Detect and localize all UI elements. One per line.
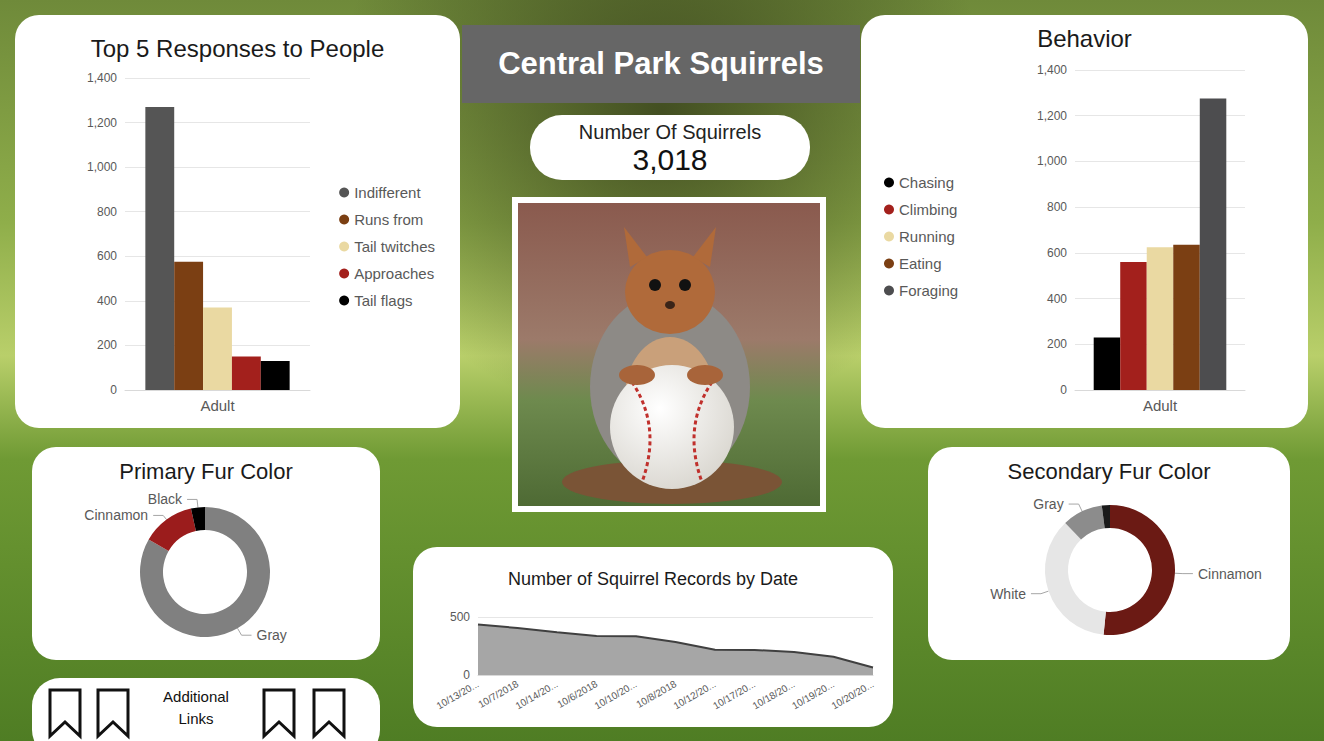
svg-text:10/6/2018: 10/6/2018 bbox=[555, 678, 599, 710]
svg-text:1,000: 1,000 bbox=[87, 160, 117, 174]
svg-text:800: 800 bbox=[97, 205, 117, 219]
svg-text:0: 0 bbox=[463, 668, 470, 682]
svg-text:1,200: 1,200 bbox=[1037, 109, 1067, 123]
svg-text:200: 200 bbox=[97, 338, 117, 352]
svg-text:Primary Fur Color: Primary Fur Color bbox=[119, 459, 293, 484]
svg-text:10/7/2018: 10/7/2018 bbox=[476, 678, 520, 710]
svg-text:Runs from: Runs from bbox=[354, 211, 423, 228]
svg-text:400: 400 bbox=[97, 294, 117, 308]
svg-text:400: 400 bbox=[1047, 292, 1067, 306]
svg-text:White: White bbox=[990, 586, 1026, 602]
svg-text:Top 5 Responses to People: Top 5 Responses to People bbox=[91, 35, 385, 62]
svg-text:1,400: 1,400 bbox=[87, 71, 117, 85]
svg-text:Foraging: Foraging bbox=[899, 282, 958, 299]
svg-text:Gray: Gray bbox=[1033, 496, 1063, 512]
svg-text:0: 0 bbox=[110, 383, 117, 397]
svg-text:500: 500 bbox=[450, 610, 470, 624]
svg-text:800: 800 bbox=[1047, 200, 1067, 214]
svg-text:200: 200 bbox=[1047, 337, 1067, 351]
svg-text:Adult: Adult bbox=[1143, 397, 1178, 414]
svg-text:Running: Running bbox=[899, 228, 955, 245]
svg-text:Cinnamon: Cinnamon bbox=[84, 507, 148, 523]
svg-text:Number of Squirrel Records by: Number of Squirrel Records by Date bbox=[508, 569, 798, 589]
html-text:Central Park Squirrels: Central Park Squirrels bbox=[498, 46, 824, 81]
svg-text:Gray: Gray bbox=[257, 627, 287, 643]
svg-text:10/18/20...: 10/18/20... bbox=[750, 678, 796, 711]
svg-text:Behavior: Behavior bbox=[1037, 25, 1132, 52]
svg-text:Tail flags: Tail flags bbox=[354, 292, 412, 309]
html-text:3,018: 3,018 bbox=[632, 143, 708, 176]
svg-text:Eating: Eating bbox=[899, 255, 942, 272]
svg-text:Cinnamon: Cinnamon bbox=[1198, 566, 1262, 582]
svg-text:Tail twitches: Tail twitches bbox=[354, 238, 435, 255]
svg-text:Approaches: Approaches bbox=[354, 265, 434, 282]
svg-text:Indifferent: Indifferent bbox=[354, 184, 421, 201]
svg-text:Chasing: Chasing bbox=[899, 174, 954, 191]
svg-text:1,400: 1,400 bbox=[1037, 63, 1067, 77]
svg-text:10/8/2018: 10/8/2018 bbox=[634, 678, 678, 710]
svg-text:10/19/20...: 10/19/20... bbox=[790, 678, 836, 711]
svg-text:10/17/20...: 10/17/20... bbox=[711, 678, 757, 711]
svg-text:10/12/20...: 10/12/20... bbox=[671, 678, 717, 711]
svg-text:600: 600 bbox=[97, 249, 117, 263]
svg-text:10/14/20...: 10/14/20... bbox=[513, 678, 559, 711]
svg-text:0: 0 bbox=[1060, 383, 1067, 397]
svg-text:Secondary Fur Color: Secondary Fur Color bbox=[1008, 459, 1211, 484]
svg-text:10/20/20...: 10/20/20... bbox=[829, 678, 875, 711]
svg-text:1,200: 1,200 bbox=[87, 116, 117, 130]
svg-text:Climbing: Climbing bbox=[899, 201, 957, 218]
html-text:Additional Links: Additional Links bbox=[163, 688, 229, 727]
svg-text:600: 600 bbox=[1047, 246, 1067, 260]
svg-text:Adult: Adult bbox=[200, 397, 235, 414]
html-text:Number Of Squirrels: Number Of Squirrels bbox=[578, 121, 762, 143]
svg-text:1,000: 1,000 bbox=[1037, 154, 1067, 168]
svg-text:10/10/20...: 10/10/20... bbox=[592, 678, 638, 711]
svg-text:10/13/20...: 10/13/20... bbox=[434, 678, 480, 711]
svg-text:Black: Black bbox=[148, 491, 183, 507]
